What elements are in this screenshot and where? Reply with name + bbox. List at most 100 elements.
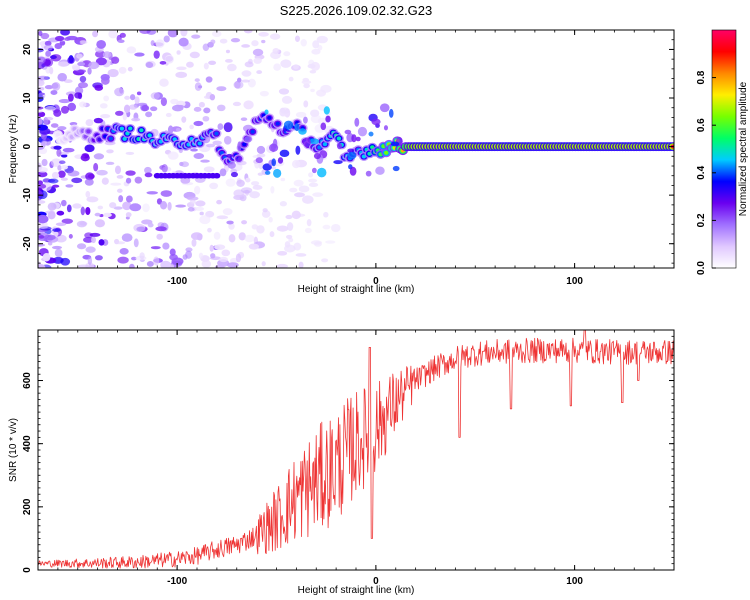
heatmap-noise-blob [153,50,160,59]
heatmap-noise-blob [60,30,71,36]
heatmap-noise-blob [47,202,57,211]
heatmap-blob [316,167,327,178]
heatmap-noise-blob [145,61,154,69]
heatmap-noise-blob [61,165,68,170]
heatmap-noise-blob [167,125,174,135]
heatmap-noise-blob [186,196,199,201]
heatmap-noise-blob [244,61,254,68]
heatmap-noise-blob [136,226,146,232]
heatmap-noise-blob [165,112,172,118]
heatmap-noise-blob [66,35,78,41]
heatmap-blob [347,148,355,153]
heatmap-blob [295,145,301,155]
heatmap-noise-blob [216,199,222,205]
heatmap-noise-blob [97,205,104,210]
heatmap-noise-blob [94,212,101,217]
heatmap-blob [354,117,360,127]
heatmap-noise-blob [226,262,239,268]
heatmap-noise-blob [262,208,268,213]
heatmap-noise-blob [107,68,119,78]
heatmap-noise-blob [85,119,94,127]
heatmap-noise-blob [141,219,153,225]
heatmap-noise-blob [190,148,198,152]
heatmap-noise-blob [76,220,87,228]
heatmap-noise-blob [67,170,80,177]
heatmap-blob [375,166,385,175]
heatmap-noise-blob [238,232,246,241]
heatmap-noise-blob [199,215,211,225]
heatmap-noise-blob [304,227,312,234]
heatmap-noise-blob [85,206,91,216]
heatmap-noise-blob [249,191,260,199]
heatmap-noise-blob [38,124,48,131]
heatmap-noise-blob [89,232,101,237]
heatmap-blob [230,171,238,178]
heatmap-noise-blob [280,177,286,182]
heatmap-noise-blob [219,168,227,177]
heatmap-noise-blob [303,83,310,89]
heatmap-noise-blob [320,84,332,93]
y-tick-label: 0 [22,143,33,149]
heatmap-noise-blob [200,159,210,163]
heatmap-noise-blob [228,222,235,230]
heatmap-noise-blob [54,42,63,50]
ridge-core [97,137,102,142]
ridge-core [122,136,127,141]
heatmap-noise-blob [114,87,125,97]
heatmap-noise-blob [203,107,211,114]
heatmap-noise-blob [67,93,74,102]
heatmap-blob [365,170,372,177]
heatmap-noise-blob [38,92,46,99]
heatmap-noise-blob [236,179,245,187]
heatmap-noise-blob [103,95,110,102]
heatmap-blob [313,153,321,160]
heatmap-noise-blob [165,55,174,62]
heatmap-noise-blob [44,40,52,46]
heatmap-noise-blob [134,96,140,105]
heatmap-noise-blob [150,40,155,46]
heatmap-noise-blob [38,166,48,173]
heatmap-blob [256,145,266,154]
colorbar-label: Normalized spectral amplitude [738,81,749,216]
heatmap-blob [392,165,400,172]
heatmap-noise-blob [293,179,304,187]
heatmap-noise-blob [79,101,87,108]
heatmap-noise-blob [202,115,210,122]
heatmap-noise-blob [194,78,200,82]
heatmap-noise-blob [44,84,54,90]
heatmap-noise-blob [123,104,131,113]
heatmap-noise-blob [180,177,191,184]
heatmap-noise-blob [124,95,131,100]
x-tick-label: 0 [373,576,379,587]
heatmap-noise-blob [80,206,85,216]
heatmap-noise-blob [61,199,67,207]
heatmap-noise-blob [180,161,189,168]
heatmap-noise-blob [144,172,153,178]
heatmap-noise-blob [43,44,54,51]
heatmap-noise-blob [251,40,259,47]
heatmap-noise-blob [244,234,255,243]
heatmap-noise-blob [54,35,65,42]
heatmap-noise-blob [175,204,187,208]
heatmap-noise-blob [217,123,224,131]
heatmap-noise-blob [284,241,291,248]
heatmap-noise-blob [71,177,83,184]
heatmap-noise-blob [38,111,46,118]
colorbar-tick-label: 0.6 [696,118,707,132]
heatmap-noise-blob [212,140,222,146]
x-tick-label: 0 [373,276,379,287]
heatmap-noise-blob [38,184,47,189]
heatmap-noise-blob [94,255,103,261]
ridge-core [128,126,133,131]
heatmap-noise-blob [100,74,110,81]
heatmap-noise-blob [203,62,209,70]
heatmap-noise-blob [63,79,73,84]
heatmap-noise-blob [122,112,128,121]
heatmap-noise-blob [156,233,163,240]
heatmap-noise-blob [244,30,253,34]
snr-y-axis-label: SNR (10 * v/v) [8,418,19,482]
ridge-core [83,134,88,139]
heatmap-blob [264,170,271,175]
heatmap-noise-blob [159,78,169,87]
